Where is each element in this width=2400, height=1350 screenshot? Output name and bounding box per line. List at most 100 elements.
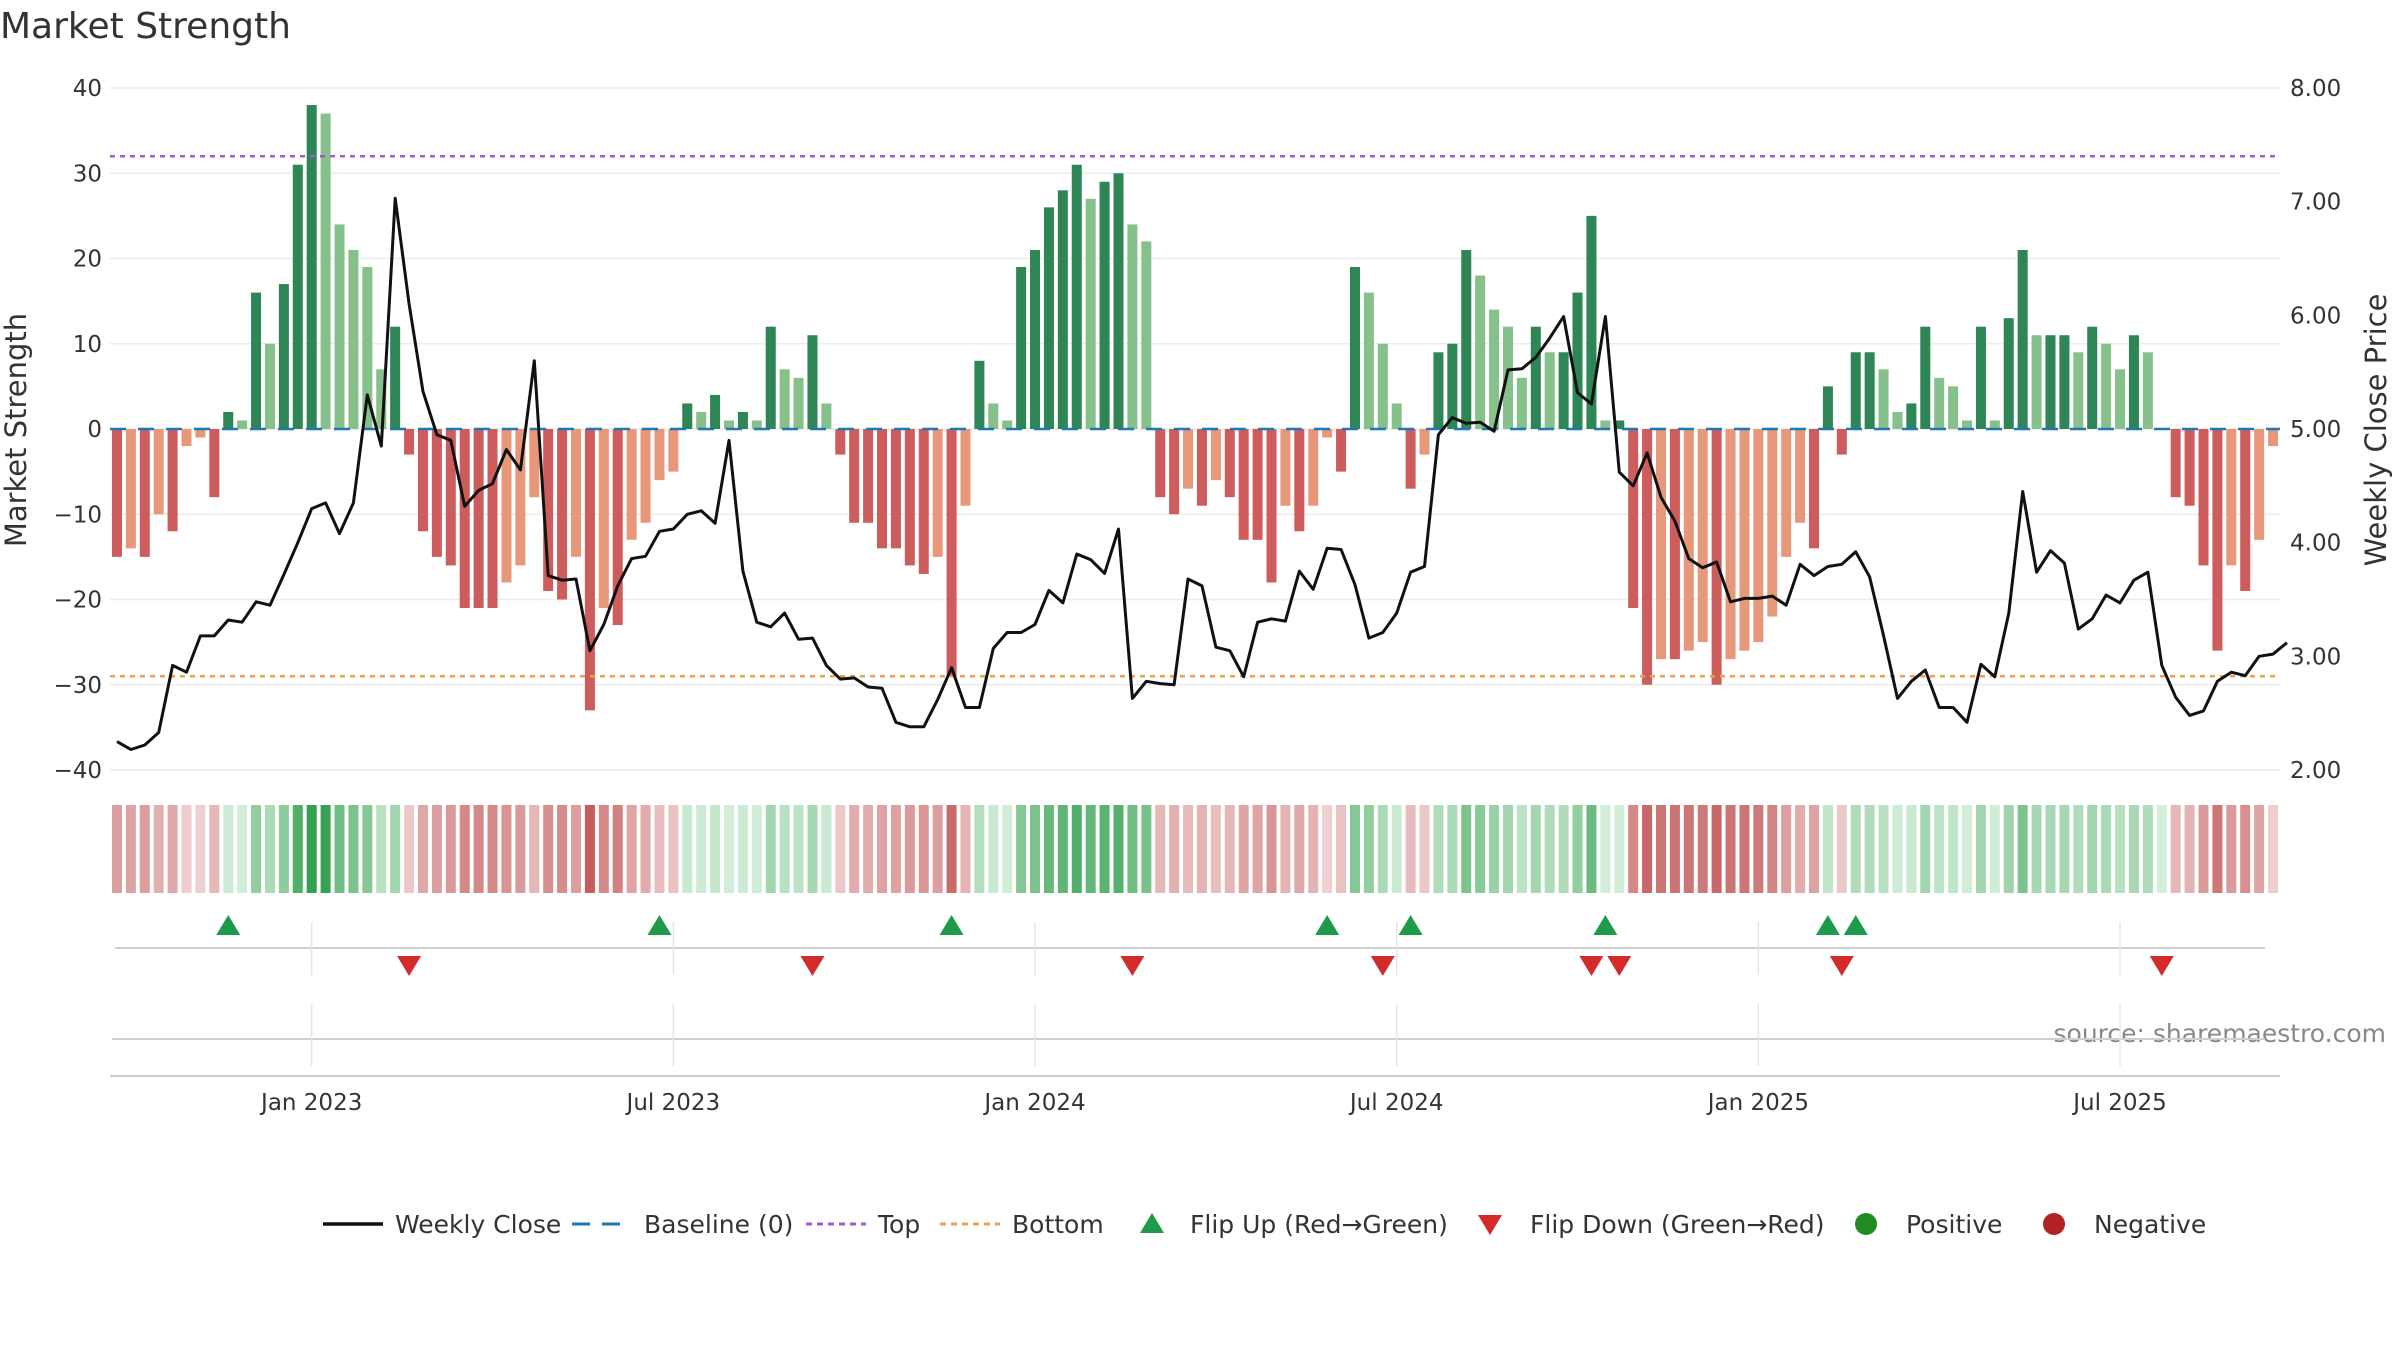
- heat-cell: [1628, 805, 1639, 893]
- heat-cell: [1141, 805, 1152, 893]
- heat-cell: [2156, 805, 2167, 893]
- chart-title: Market Strength: [0, 6, 291, 47]
- strength-bar: [1071, 164, 1082, 429]
- strength-bar: [1850, 352, 1861, 429]
- grid-lines: [110, 87, 2280, 771]
- heat-cell: [1266, 805, 1277, 893]
- strength-bar: [1475, 275, 1486, 429]
- legend-flip-up-label: Flip Up (Red→Green): [1190, 1210, 1448, 1239]
- heat-cell: [974, 805, 985, 893]
- heat-cell: [111, 805, 122, 893]
- strength-bar: [2059, 335, 2070, 429]
- heat-cell: [264, 805, 275, 893]
- strength-bar: [1391, 403, 1402, 429]
- strength-bar: [1030, 249, 1041, 429]
- heat-cell: [1057, 805, 1068, 893]
- heat-cell: [1558, 805, 1569, 893]
- strength-bar: [445, 429, 456, 566]
- heat-cell: [1906, 805, 1917, 893]
- heat-cell: [2128, 805, 2139, 893]
- strength-bar: [1447, 343, 1458, 429]
- strength-bar: [1572, 292, 1583, 429]
- strength-bar: [1294, 429, 1305, 532]
- heat-cell: [612, 805, 623, 893]
- heat-cell: [473, 805, 484, 893]
- heat-cell: [1962, 805, 1973, 893]
- heat-cell: [1043, 805, 1054, 893]
- legend-negative-swatch: [2043, 1213, 2065, 1235]
- price-series: [116, 196, 2288, 751]
- strength-bar: [807, 335, 818, 429]
- heat-cell: [1808, 805, 1820, 893]
- strength-bar: [2003, 318, 2014, 429]
- strength-bar: [890, 429, 901, 549]
- legend-flip-down-swatch: [1478, 1215, 1502, 1235]
- heat-cell: [251, 805, 262, 893]
- strength-bar: [529, 429, 540, 498]
- heat-cell: [1920, 805, 1931, 893]
- heat-cell: [2254, 805, 2265, 893]
- heat-cell: [501, 805, 512, 893]
- x-tick-label: Jul 2024: [1348, 1090, 1444, 1116]
- heat-cell: [1030, 805, 1041, 893]
- strength-bar: [459, 429, 470, 609]
- heat-cell: [1725, 805, 1736, 893]
- strength-bar: [821, 403, 832, 429]
- heat-cell: [1294, 805, 1305, 893]
- heat-cell: [2240, 805, 2251, 893]
- strength-bar: [181, 429, 192, 447]
- heat-cell: [1308, 805, 1319, 893]
- heat-cell: [1739, 805, 1750, 893]
- strength-bar: [417, 429, 428, 532]
- heat-cell: [153, 805, 164, 893]
- heat-cell: [445, 805, 456, 893]
- x-tick-label: Jul 2025: [2071, 1090, 2167, 1116]
- strength-bar: [1322, 429, 1333, 438]
- heat-cell: [890, 805, 901, 893]
- heat-cell: [376, 805, 387, 893]
- heat-cell: [1210, 805, 1221, 893]
- strength-bar: [1864, 352, 1875, 429]
- strength-bar: [306, 105, 317, 430]
- strength-bar: [598, 429, 609, 609]
- strength-bar: [2198, 429, 2209, 566]
- x-tick-label: Jan 2024: [982, 1090, 1085, 1116]
- strength-bar: [1169, 429, 1180, 515]
- flip-up-marker: [1815, 915, 1840, 935]
- y-right-tick-label: 2.00: [2290, 758, 2341, 784]
- flip-up-marker: [216, 915, 241, 935]
- strength-bar: [2017, 249, 2028, 429]
- strength-bar: [1085, 198, 1096, 429]
- y-axis-right-label: Weekly Close Price: [2359, 294, 2393, 567]
- heat-cell: [1655, 805, 1667, 893]
- heat-cell: [1377, 805, 1388, 893]
- heat-cell: [515, 805, 526, 893]
- y-left-tick-label: 0: [87, 417, 102, 443]
- heat-cell: [278, 805, 289, 893]
- heat-cell: [2059, 805, 2070, 893]
- strength-bar: [835, 429, 846, 455]
- strength-bar: [1934, 377, 1945, 429]
- heat-cell: [835, 805, 846, 893]
- heat-cell: [1183, 805, 1194, 893]
- heat-cell: [946, 805, 957, 893]
- heat-cell: [696, 805, 707, 893]
- heat-cell: [557, 805, 568, 893]
- heat-cell: [904, 805, 915, 893]
- heat-cell: [1572, 805, 1583, 893]
- strength-bar: [2212, 429, 2223, 651]
- heat-cell: [1586, 805, 1597, 893]
- legend-flip-down-label: Flip Down (Green→Red): [1530, 1210, 1825, 1239]
- strength-bar: [1489, 309, 1500, 429]
- strength-bar: [1628, 429, 1639, 609]
- y-right-tick-label: 3.00: [2290, 644, 2341, 670]
- heat-cell: [960, 805, 971, 893]
- flip-down-marker: [397, 956, 422, 976]
- weekly-close-line: [116, 196, 2288, 751]
- heat-cell: [1989, 805, 2000, 893]
- heat-cell: [654, 805, 665, 893]
- heat-cell: [1516, 805, 1527, 893]
- heat-cell: [1099, 805, 1110, 893]
- y-right-tick-label: 5.00: [2290, 417, 2341, 443]
